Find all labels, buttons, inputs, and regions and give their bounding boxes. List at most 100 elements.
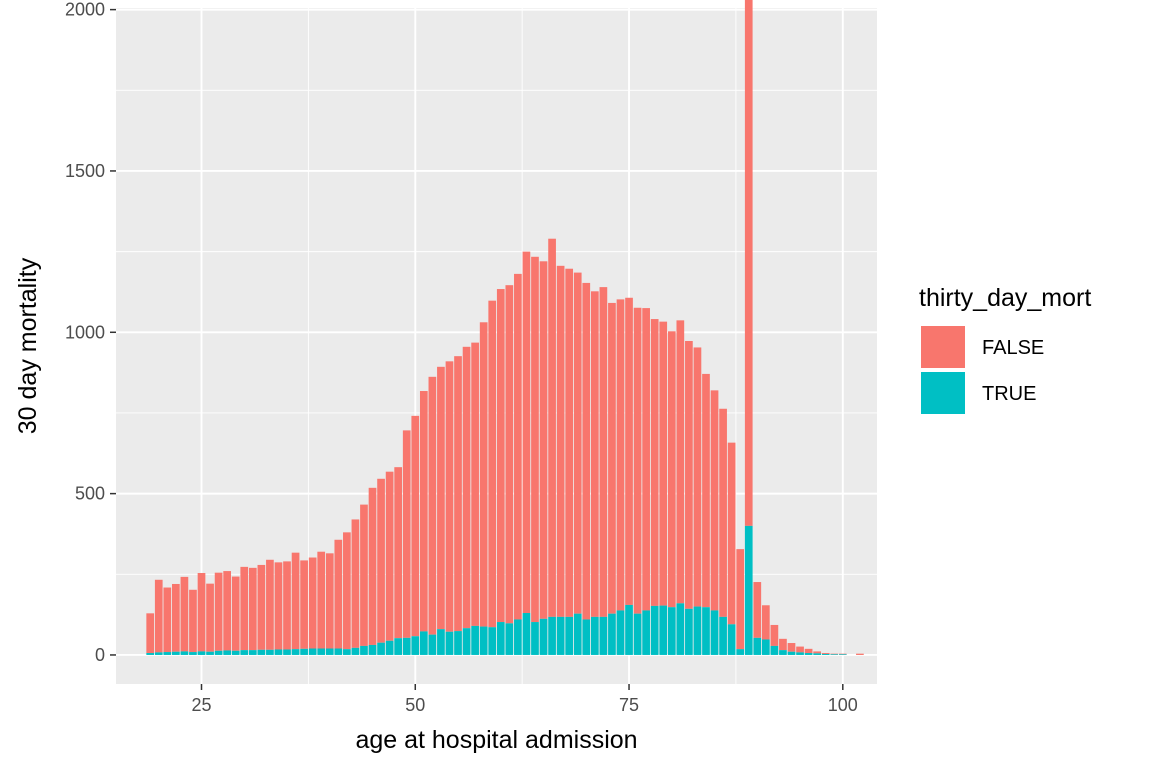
bar-false bbox=[736, 549, 745, 650]
bar-true bbox=[676, 603, 685, 655]
bar-true bbox=[787, 651, 796, 655]
bar-true bbox=[172, 651, 180, 655]
bar-true bbox=[590, 616, 599, 655]
bar-true bbox=[231, 650, 240, 655]
legend-title: thirty_day_mort bbox=[919, 284, 1091, 312]
bar-false bbox=[419, 391, 428, 632]
bar-true bbox=[471, 625, 479, 655]
bar-false bbox=[437, 366, 445, 630]
bar-true bbox=[283, 649, 291, 655]
bar-false bbox=[522, 251, 531, 614]
bar-true bbox=[685, 608, 693, 655]
bar-false bbox=[744, 0, 753, 526]
bar-true bbox=[154, 652, 163, 655]
bar-true bbox=[556, 616, 565, 655]
bar-true bbox=[539, 618, 548, 655]
bar-false bbox=[685, 340, 693, 609]
bar-true bbox=[548, 616, 556, 655]
bar-true bbox=[830, 654, 839, 655]
bar-false bbox=[650, 319, 659, 606]
bar-true bbox=[385, 640, 394, 655]
bar-true bbox=[496, 622, 505, 655]
bar-false bbox=[257, 564, 266, 650]
bar-false bbox=[197, 573, 206, 652]
bar-false bbox=[659, 321, 668, 606]
x-tick-label: 75 bbox=[619, 695, 639, 715]
bar-false bbox=[240, 566, 249, 651]
bar-true bbox=[317, 648, 326, 655]
bar-true bbox=[402, 637, 411, 655]
bar-false bbox=[377, 478, 385, 643]
bar-true bbox=[582, 619, 591, 655]
bar-false bbox=[693, 347, 702, 607]
bar-true bbox=[291, 649, 300, 655]
bar-true bbox=[462, 628, 471, 655]
bar-true bbox=[599, 616, 608, 655]
bar-false bbox=[608, 302, 616, 614]
bar-false bbox=[488, 300, 497, 628]
bar-false bbox=[231, 576, 240, 651]
bar-false bbox=[616, 299, 625, 611]
bar-false bbox=[804, 648, 813, 654]
bar-true bbox=[189, 652, 197, 655]
bar-true bbox=[719, 616, 727, 655]
bar-true bbox=[710, 610, 719, 655]
bar-false bbox=[317, 551, 326, 649]
bar-false bbox=[830, 653, 839, 655]
legend-label-true: TRUE bbox=[982, 383, 1036, 405]
bar-true bbox=[377, 642, 385, 655]
bar-false bbox=[462, 346, 471, 629]
bar-false bbox=[180, 576, 189, 652]
bar-true bbox=[325, 648, 334, 655]
bar-true bbox=[573, 613, 582, 655]
bar-true bbox=[300, 648, 308, 655]
bar-false bbox=[223, 571, 232, 651]
bar-false bbox=[779, 638, 787, 651]
bar-false bbox=[531, 256, 539, 623]
bar-false bbox=[710, 390, 719, 611]
bar-true bbox=[351, 647, 360, 655]
y-tick-label: 2000 bbox=[65, 0, 105, 20]
bar-false bbox=[411, 415, 420, 637]
bar-true bbox=[633, 613, 642, 655]
bar-true bbox=[770, 645, 779, 655]
bar-true bbox=[659, 605, 668, 655]
bar-false bbox=[325, 553, 334, 649]
bar-false bbox=[154, 579, 163, 653]
bar-true bbox=[753, 637, 762, 655]
bar-true bbox=[146, 653, 155, 655]
bar-true bbox=[650, 605, 659, 655]
bar-false bbox=[266, 559, 274, 650]
bar-false bbox=[727, 442, 736, 625]
bar-true bbox=[796, 652, 804, 655]
bar-false bbox=[753, 582, 762, 638]
bar-true bbox=[437, 629, 445, 655]
bar-true bbox=[445, 631, 454, 655]
bar-false bbox=[590, 291, 599, 617]
bar-true bbox=[163, 652, 172, 655]
bar-true bbox=[761, 639, 770, 655]
bar-true bbox=[727, 624, 736, 655]
bar-true bbox=[257, 649, 266, 655]
legend-key-true bbox=[921, 372, 965, 414]
bar-true bbox=[488, 627, 497, 655]
bar-true bbox=[514, 619, 522, 655]
bar-true bbox=[813, 653, 821, 655]
bar-true bbox=[248, 650, 257, 655]
bar-true bbox=[223, 650, 232, 655]
bar-false bbox=[796, 646, 804, 653]
bar-false bbox=[351, 519, 360, 648]
bar-true bbox=[531, 622, 539, 655]
bar-false bbox=[599, 287, 608, 617]
bar-true bbox=[744, 525, 753, 655]
bar-false bbox=[445, 361, 454, 632]
bar-false bbox=[813, 651, 821, 654]
bar-false bbox=[573, 272, 582, 614]
bar-false bbox=[702, 373, 710, 608]
bar-true bbox=[608, 613, 616, 655]
bar-false bbox=[719, 408, 727, 617]
bar-false bbox=[163, 587, 172, 653]
bar-false bbox=[146, 613, 155, 654]
bar-false bbox=[539, 261, 548, 619]
bar-false bbox=[291, 552, 300, 650]
